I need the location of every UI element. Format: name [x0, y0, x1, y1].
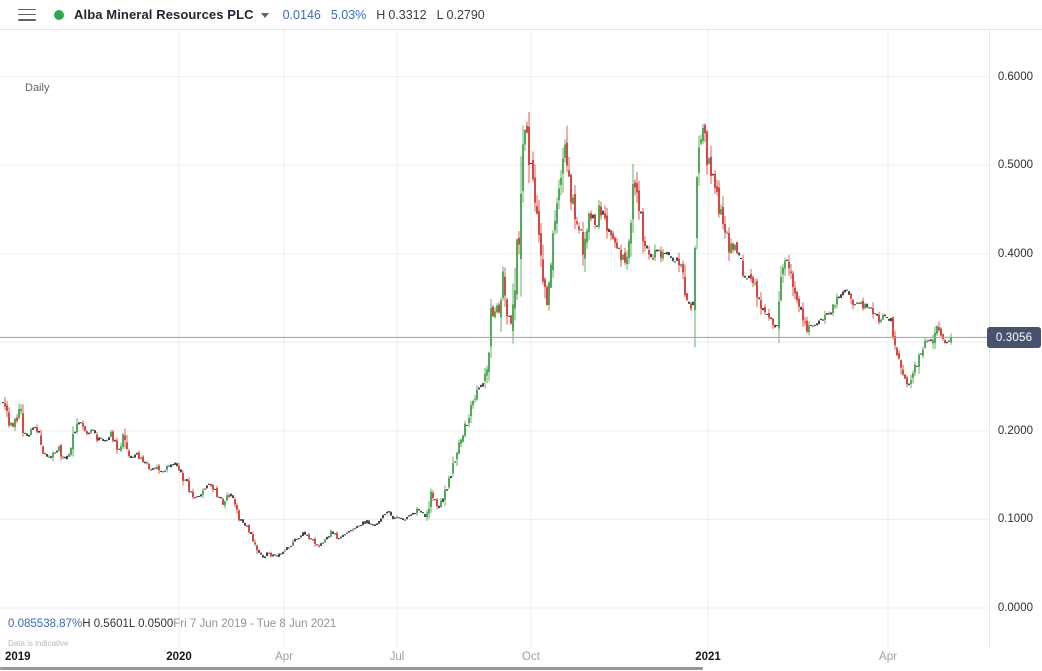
indicative-note: Data is indicative — [8, 639, 69, 648]
range-high: H 0.5601 — [82, 618, 129, 630]
candlestick-chart[interactable] — [0, 30, 989, 648]
date-range: Fri 7 Jun 2019 - Tue 8 Jun 2021 — [173, 618, 337, 630]
x-axis-label: Oct — [522, 651, 540, 663]
x-axis-label: 2021 — [695, 651, 721, 663]
y-axis-label: 0.5000 — [997, 159, 1033, 172]
time-axis[interactable]: 2019 2020 Apr Jul Oct 2021 Apr — [0, 651, 1042, 667]
x-axis-label: 2019 — [5, 651, 31, 663]
range-summary: 0.085538.87%H 0.5601L 0.0500Fri 7 Jun 20… — [8, 618, 336, 630]
top-bar: Alba Mineral Resources PLC 0.0146 5.03% … — [0, 0, 1042, 30]
y-axis-label: 0.0000 — [997, 602, 1033, 614]
interval-label: Daily — [25, 82, 50, 94]
x-axis-label: Apr — [879, 651, 897, 663]
market-open-dot-icon — [54, 9, 64, 20]
quote-change: 0.0146 — [282, 7, 321, 22]
range-change-percent: 38.87% — [43, 618, 83, 630]
last-price-badge: 0.3056 — [987, 327, 1041, 349]
y-axis-label: 0.6000 — [997, 70, 1033, 83]
menu-icon[interactable] — [18, 8, 36, 21]
chevron-down-icon[interactable] — [260, 13, 269, 18]
x-axis-label: 2020 — [166, 651, 192, 663]
range-change: 0.0855 — [8, 618, 44, 630]
range-low: L 0.0500 — [128, 618, 174, 630]
y-axis-label: 0.4000 — [997, 247, 1033, 260]
y-axis-label: 0.1000 — [997, 513, 1033, 526]
x-axis-label: Apr — [275, 651, 293, 663]
quote-change-percent: 5.03% — [330, 7, 367, 22]
chart-canvas[interactable]: Daily — [0, 30, 989, 648]
quote-low: L 0.2790 — [436, 7, 485, 22]
quote-high: H 0.3312 — [376, 7, 427, 22]
gridlines — [0, 30, 989, 648]
x-axis-label: Jul — [389, 651, 405, 663]
horizontal-scrollbar[interactable] — [0, 667, 703, 670]
candles — [2, 111, 952, 559]
instrument-name[interactable]: Alba Mineral Resources PLC — [74, 7, 254, 22]
y-axis-label: 0.2000 — [997, 424, 1033, 437]
